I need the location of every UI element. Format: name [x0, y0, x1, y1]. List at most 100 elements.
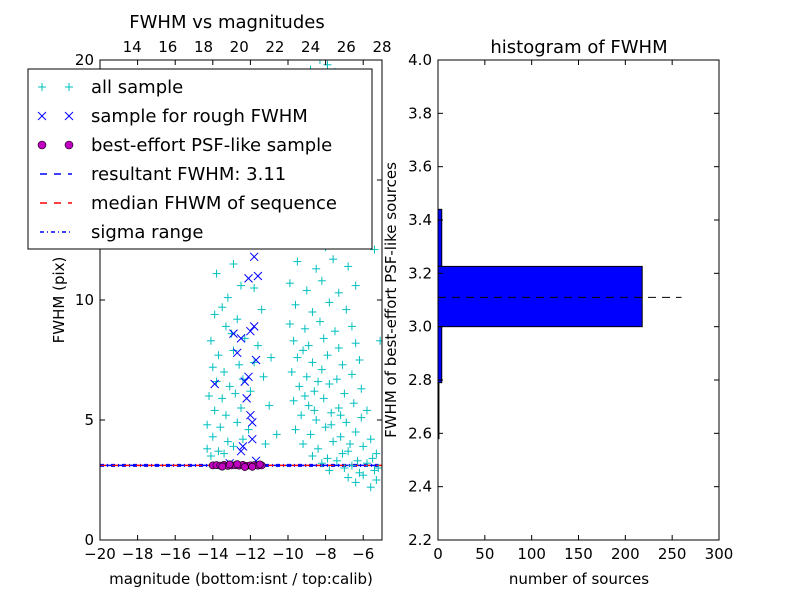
left-x-tick-label: −10 [272, 545, 304, 563]
right-x-tick-label: 50 [475, 545, 494, 563]
left-y-tick-label: 0 [84, 531, 94, 549]
left-top-x-tick-label: 22 [265, 38, 284, 56]
psf-like-point [240, 463, 249, 471]
all-sample-point [357, 413, 366, 422]
legend-label: resultant FWHM: 3.11 [91, 164, 286, 185]
all-sample-point [317, 365, 326, 374]
histogram-bar [437, 208, 443, 267]
all-sample-point [314, 377, 323, 386]
left-y-tick-label: 5 [84, 411, 94, 429]
all-sample-point [225, 382, 234, 391]
right-y-tick-label: 3.6 [408, 158, 432, 176]
all-sample-point [218, 394, 227, 403]
all-sample-point [329, 437, 338, 446]
all-sample-point [310, 387, 319, 396]
all-sample-point [312, 416, 321, 424]
all-sample-point [208, 432, 217, 441]
right-y-tick-label: 3.8 [408, 104, 432, 122]
all-sample-point [203, 444, 212, 453]
all-sample-point [351, 339, 360, 348]
left-x-tick-label: −14 [197, 545, 229, 563]
all-sample-point [297, 411, 306, 420]
right-y-tick-label: 4.0 [408, 51, 432, 69]
all-sample-point [291, 300, 300, 309]
histogram-bar [437, 326, 443, 384]
all-sample-point [289, 336, 298, 345]
rough-fwhm-point [253, 271, 263, 281]
all-sample-point [347, 322, 356, 331]
legend-item: sigma range [40, 222, 203, 243]
legend-item: best-effort PSF-like sample [37, 135, 332, 156]
legend-item: all sample [38, 77, 183, 98]
all-sample-point [235, 360, 244, 369]
all-sample-point [338, 360, 347, 369]
right-x-tick-label: 250 [658, 545, 687, 563]
all-sample-point [221, 322, 230, 331]
all-sample-point [233, 315, 242, 324]
psf-like-point [248, 462, 257, 471]
rough-fwhm-point [246, 326, 255, 336]
all-sample-point [355, 356, 364, 364]
legend-box [27, 68, 373, 250]
right-x-tick-label: 200 [611, 545, 640, 563]
all-sample-point [372, 476, 381, 484]
all-sample-point [300, 324, 309, 333]
right-x-tick-label: 100 [517, 545, 546, 563]
all-sample-point [327, 408, 336, 417]
all-sample-point [253, 341, 262, 350]
legend-marker [64, 111, 74, 121]
all-sample-point [359, 471, 368, 480]
all-sample-point [334, 404, 343, 412]
left-x-tick-label: −18 [122, 545, 154, 563]
all-sample-point [210, 310, 219, 319]
legend: all sample sample for rough FWHM best-effo… [27, 68, 373, 250]
all-sample-point [323, 60, 332, 69]
all-sample-point [206, 336, 215, 345]
right-y-tick-label: 2.2 [408, 531, 432, 549]
rough-fwhm-point [247, 434, 257, 444]
legend-label: best-effort PSF-like sample [91, 135, 332, 156]
left-top-x-tick-label: 14 [123, 38, 142, 56]
all-sample-point [362, 459, 371, 468]
all-sample-point [370, 245, 379, 254]
left-y-tick-label: 20 [75, 51, 94, 69]
right-chart: 0 50 100 150 200 250 300 2.2 2.4 2.6 2.8 3.0 3.2 3.4 3… [382, 37, 733, 588]
right-y-tick-label: 2.6 [408, 424, 432, 442]
all-sample-point [214, 351, 223, 360]
all-sample-point [237, 281, 245, 290]
all-sample-point [220, 449, 229, 458]
all-sample-point [229, 346, 238, 355]
legend-label: sigma range [91, 222, 203, 243]
all-sample-point [312, 264, 321, 273]
right-x-tick-label: 0 [433, 545, 443, 563]
left-top-x-tick-label: 16 [158, 38, 177, 56]
all-sample-point [327, 420, 336, 429]
all-sample-point [315, 60, 324, 64]
right-chart-title: histogram of FWHM [490, 37, 667, 58]
rough-fwhm-point [242, 394, 251, 403]
all-sample-point [244, 425, 253, 434]
all-sample-point [366, 435, 375, 444]
all-sample-point [227, 329, 236, 338]
all-sample-point [308, 308, 317, 316]
left-top-x-tick-label: 28 [372, 38, 391, 56]
all-sample-point [304, 341, 313, 350]
right-y-tick-label: 3.4 [408, 211, 432, 229]
all-sample-point [300, 392, 309, 400]
all-sample-point [368, 454, 377, 463]
all-sample-point [206, 452, 215, 460]
legend-marker [38, 83, 46, 91]
all-sample-point [351, 281, 360, 290]
all-sample-point [289, 396, 298, 405]
all-sample-point [347, 461, 356, 470]
all-sample-point [331, 327, 339, 336]
all-sample-point [376, 336, 382, 345]
rough-fwhm-point [238, 442, 248, 451]
legend-item: median FHWM of sequence [40, 193, 337, 214]
right-y-axis-label: FWHM of best-effort PSF-like sources [382, 162, 400, 438]
all-sample-point [314, 444, 323, 453]
rough-fwhm-point [246, 410, 255, 420]
all-sample-point [372, 449, 381, 458]
all-sample-point [332, 456, 341, 465]
all-sample-point [240, 334, 249, 343]
